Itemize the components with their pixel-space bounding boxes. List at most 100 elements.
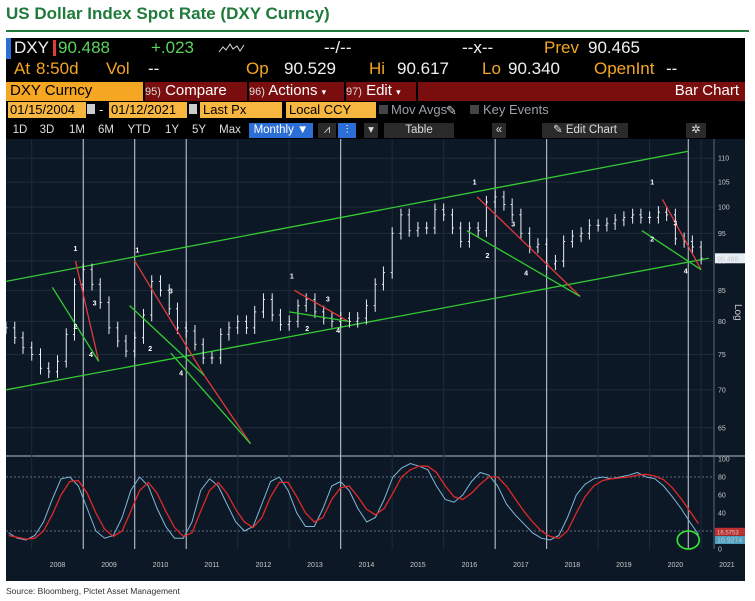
view-label: Bar Chart [674,82,739,99]
period-ytd[interactable]: YTD [127,124,151,136]
wave-count-label: 4 [89,352,93,359]
actions-caret-icon: ▾ [321,87,327,97]
wave-count-label: 4 [684,269,688,276]
osc-last-value-box [715,536,745,544]
last-value-label: 90.488 [717,256,739,263]
period-6m[interactable]: 6M [98,124,114,136]
y-tick-label: 85 [718,288,726,295]
security-color-bar [6,38,11,59]
osc-last-value-box [715,527,745,536]
period-max[interactable]: Max [219,124,241,136]
field-select[interactable]: Last Px [200,102,282,118]
wave-count-label: 4 [524,270,528,277]
open-interest-label: OpenInt [594,59,655,78]
wedge-green-trendline [466,230,581,297]
osc-y-tick-label: 60 [718,493,726,500]
down-tick-icon [53,40,56,56]
toolbar: 1D 3D 1M 6M YTD 1Y 5Y Max Monthly ▼ ⩘ ⫶ … [6,122,745,139]
chart-area[interactable]: · Track· Annotate· News· Zoom· Reset 123… [6,139,745,581]
wave-count-label: 4 [179,370,183,377]
low-value: 90.340 [508,59,560,78]
wedge-red-trendline [203,375,252,445]
calendar-icon[interactable] [87,104,95,114]
wedge-red-trendline [134,260,205,376]
x-tick-label: 2019 [616,562,632,569]
chart-title: US Dollar Index Spot Rate (DXY Curncy) [6,4,330,23]
x-tick-label: 2015 [410,562,426,569]
actions-label: Actions [268,82,318,99]
y-tick-label: 65 [718,425,726,432]
mov-avgs-checkbox[interactable] [379,105,388,114]
last-value-box [715,253,745,264]
edit-button[interactable]: 97) Edit ▾ [346,82,416,101]
x-tick-label: 2009 [101,562,117,569]
pencil-icon[interactable]: ✎ [446,103,457,118]
settings-gear-icon[interactable]: ✲ [686,123,706,138]
menu-bar: DXY Curncy 95) Compare 96) Actions ▾ 97)… [6,82,745,101]
compare-button[interactable]: 95) Compare [145,82,247,101]
calendar-icon[interactable] [189,104,197,114]
actions-number: 96) [249,86,265,98]
line-chart-icon[interactable]: ⩘ [318,123,336,138]
vol-label: Vol [106,59,130,78]
wave-count-label: 2 [74,324,78,331]
view-selector[interactable]: Bar Chart [418,82,745,101]
end-date-input[interactable]: 01/12/2021 [109,102,187,118]
security-field[interactable]: DXY Curncy [6,82,143,101]
panel-divider [6,455,745,457]
key-events-label: Key Events [483,102,549,117]
x-tick-label: 2014 [359,562,375,569]
wedge-red-trendline [74,260,100,362]
at-label: At [14,59,31,78]
period-1d[interactable]: 1D [12,124,28,136]
frequency-select[interactable]: Monthly ▼ [249,123,313,138]
frequency-label: Monthly [253,124,294,136]
open-interest: -- [666,59,678,78]
high-label: Hi [369,59,386,78]
wave-count-label: 1 [135,248,139,255]
chart-type-caret-icon[interactable]: ▾ [364,123,378,138]
wave-count-label: 3 [511,221,515,228]
x-tick-label: 2016 [462,562,478,569]
open-value: 90.529 [284,59,336,78]
wave-count-label: 3 [93,301,97,308]
wave-count-label: 2 [305,326,309,333]
wedge-green-trendline [129,305,205,376]
wedge-green-trendline [641,230,702,271]
net-change: +.023 [151,38,195,57]
key-events-checkbox[interactable] [470,105,479,114]
y-tick-label: 75 [718,352,726,359]
compare-number: 95) [145,86,161,98]
sparkline-icon [218,43,245,53]
collapse-icon[interactable]: « [492,123,506,138]
osc-k-line [8,462,700,541]
x-tick-label: 2021 [719,562,735,569]
last-price: 90.488 [58,38,110,57]
osc-last-value-label: 10.9274 [717,538,742,545]
wedge-green-trendline [170,352,252,445]
y-tick-label: 100 [718,205,730,212]
date-separator: - [99,102,104,117]
quote-time: 8:50d [36,59,79,78]
channel-upper-line [6,150,689,283]
actions-button[interactable]: 96) Actions ▾ [249,82,344,101]
table-button[interactable]: Table [384,123,454,138]
edit-chart-button[interactable]: ✎ Edit Chart [542,123,628,138]
prev-close: 90.465 [588,38,640,57]
wave-count-label: 2 [148,346,152,353]
period-3d[interactable]: 3D [39,124,55,136]
bar-chart-icon[interactable]: ⫶ [338,123,356,138]
y-tick-label: 110 [718,156,729,163]
currency-select[interactable]: Local CCY [286,102,376,118]
wave-count-label: 1 [74,246,78,253]
start-date-input[interactable]: 01/15/2004 [8,102,86,118]
period-5y[interactable]: 5Y [191,124,207,136]
period-1y[interactable]: 1Y [164,124,180,136]
prev-label: Prev [544,38,579,57]
ticker[interactable]: DXY [14,38,49,57]
y-tick-label: 70 [718,387,726,394]
mov-avgs-label: Mov Avgs [391,102,448,117]
period-1m[interactable]: 1M [69,124,85,136]
wave-count-label: 1 [290,273,294,280]
wedge-red-trendline [294,289,349,322]
